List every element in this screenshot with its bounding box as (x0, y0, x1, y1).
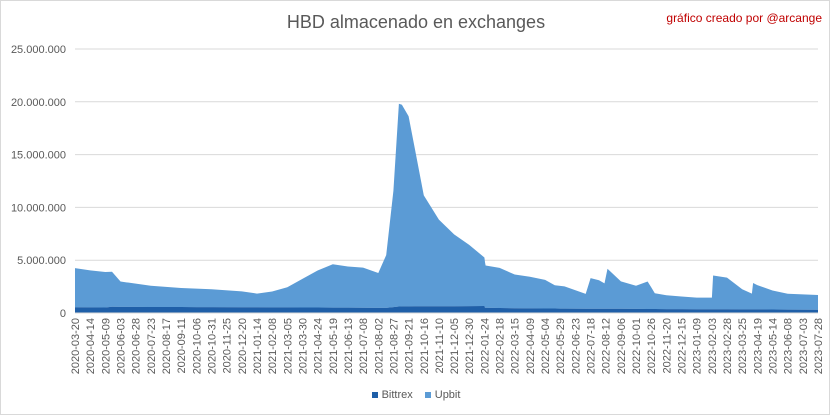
x-tick-label: 2021-10-16 (419, 318, 431, 374)
x-tick-label: 2021-11-10 (434, 318, 446, 373)
y-tick-labels: 0 5.000.000 10.000.000 15.000.000 20.000.000… (11, 44, 66, 320)
x-tick-label: 2020-10-31 (207, 318, 219, 374)
x-tick-labels: 2020-03-20 2020-04-14 2020-05-09 2020-06-03… (70, 318, 825, 374)
x-tick-label: 2023-02-03 (707, 318, 719, 374)
x-tick-label: 2022-09-06 (616, 318, 628, 374)
x-tick-label: 2023-07-28 (813, 318, 825, 374)
x-tick-label: 2022-10-01 (631, 318, 643, 374)
x-tick-label: 2020-12-20 (237, 318, 249, 374)
y-tick-label: 25.000.000 (11, 44, 66, 56)
legend-swatch (371, 392, 378, 398)
legend-swatch (424, 392, 431, 398)
x-tick-label: 2020-06-28 (131, 318, 143, 374)
x-tick-label: 2021-02-08 (267, 318, 279, 374)
chart-credit: gráfico creado por @arcange (666, 11, 822, 25)
x-tick-label: 2021-03-05 (282, 318, 294, 374)
x-tick-label: 2021-12-05 (449, 318, 461, 374)
x-tick-label: 2020-09-11 (176, 318, 188, 373)
x-tick-label: 2021-09-21 (404, 318, 416, 374)
y-tick-label: 15.000.000 (11, 150, 66, 162)
x-tick-label: 2020-07-23 (146, 318, 158, 374)
x-tick-label: 2023-04-19 (752, 318, 764, 374)
series-areas (75, 103, 818, 313)
x-tick-label: 2022-11-20 (661, 318, 673, 373)
chart-title: HBD almacenado en exchanges (286, 12, 546, 32)
x-tick-label: 2021-08-27 (388, 318, 400, 374)
legend: Bittrex Upbit (0, 389, 832, 401)
x-tick-label: 2021-07-08 (358, 318, 370, 374)
series-upbit-area (75, 103, 818, 310)
x-tick-label: 2020-08-17 (161, 318, 173, 374)
x-tick-label: 2022-12-15 (677, 318, 689, 374)
y-tick-label: 20.000.000 (11, 97, 66, 109)
x-tick-label: 2021-05-19 (328, 318, 340, 374)
series-bittrex-area (75, 306, 818, 313)
y-tick-label: 0 (60, 308, 66, 320)
x-tick-label: 2021-01-14 (252, 318, 264, 374)
x-tick-label: 2021-04-24 (313, 318, 325, 374)
x-tick-label: 2022-10-26 (646, 318, 658, 374)
x-tick-label: 2020-10-06 (191, 318, 203, 374)
legend-item-upbit: Upbit (424, 389, 461, 401)
x-tick-label: 2023-01-09 (692, 318, 704, 374)
x-tick-label: 2022-05-04 (540, 318, 552, 374)
x-tick-label: 2020-04-14 (85, 318, 97, 374)
x-tick-label: 2022-04-09 (525, 318, 537, 374)
x-tick-label: 2023-05-14 (768, 318, 780, 374)
legend-item-bittrex: Bittrex (371, 389, 413, 401)
x-tick-label: 2022-07-18 (586, 318, 598, 374)
x-tick-label: 2022-06-23 (570, 318, 582, 374)
legend-label: Upbit (434, 389, 461, 401)
x-tick-label: 2022-01-24 (479, 318, 491, 374)
x-tick-label: 2021-12-30 (464, 318, 476, 374)
x-tick-label: 2020-05-09 (100, 318, 112, 374)
x-tick-label: 2022-08-12 (601, 318, 613, 374)
x-tick-label: 2021-08-02 (373, 318, 385, 374)
x-tick-label: 2022-03-15 (510, 318, 522, 374)
x-tick-label: 2021-03-30 (297, 318, 309, 374)
x-tick-label: 2023-06-08 (783, 318, 795, 374)
x-tick-label: 2022-02-18 (495, 318, 507, 374)
y-tick-label: 10.000.000 (11, 202, 66, 214)
x-tick-label: 2020-03-20 (70, 318, 82, 374)
x-tick-label: 2020-11-25 (222, 318, 234, 373)
x-tick-label: 2023-07-03 (798, 318, 810, 374)
y-tick-label: 5.000.000 (17, 255, 66, 267)
x-tick-label: 2023-03-25 (737, 318, 749, 374)
x-tick-label: 2023-02-28 (722, 318, 734, 374)
x-tick-label: 2021-06-13 (343, 318, 355, 374)
x-tick-label: 2020-06-03 (116, 318, 128, 374)
legend-label: Bittrex (381, 389, 413, 401)
x-tick-label: 2022-05-29 (555, 318, 567, 374)
